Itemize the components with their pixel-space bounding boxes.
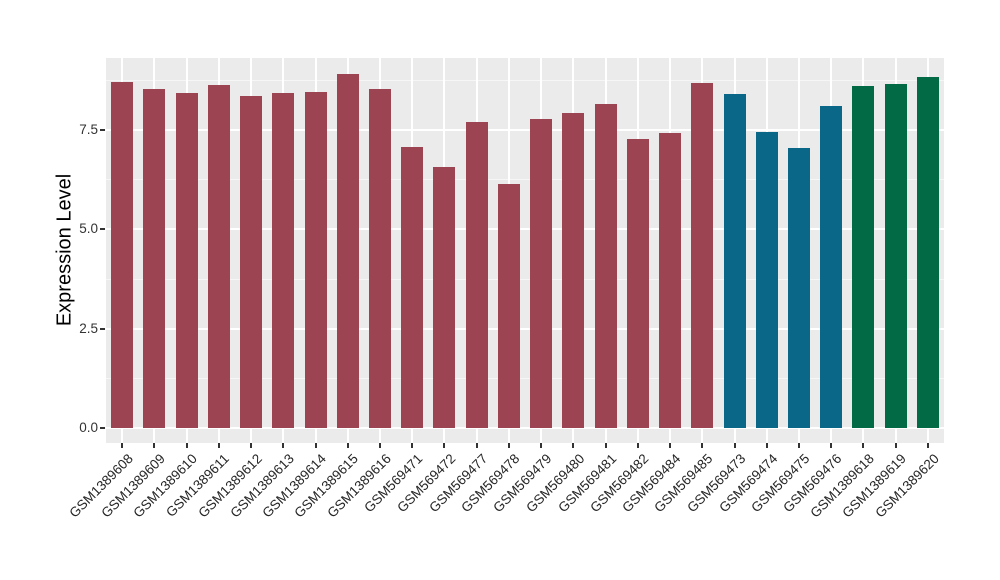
- gridline-major-horizontal: [106, 327, 944, 330]
- gridline-major-horizontal: [106, 128, 944, 131]
- x-tick-mark: [185, 443, 188, 448]
- x-tick-mark: [540, 443, 543, 448]
- x-tick-mark: [411, 443, 414, 448]
- bar: [755, 131, 778, 429]
- bar: [691, 83, 714, 429]
- bar: [626, 139, 649, 429]
- x-tick-mark: [153, 443, 156, 448]
- x-tick-mark: [282, 443, 285, 448]
- bar: [884, 84, 907, 429]
- gridline-major-horizontal: [106, 228, 944, 231]
- x-tick-mark: [926, 443, 929, 448]
- bar: [207, 85, 230, 429]
- x-tick-mark: [314, 443, 317, 448]
- bar: [787, 148, 810, 429]
- x-tick-mark: [346, 443, 349, 448]
- x-tick-mark: [701, 443, 704, 448]
- bar: [916, 77, 939, 429]
- bar: [336, 73, 359, 429]
- bar: [659, 132, 682, 429]
- bar: [594, 103, 617, 429]
- y-tick-mark: [100, 427, 105, 430]
- x-tick-mark: [733, 443, 736, 448]
- gridline-minor-horizontal: [106, 378, 944, 380]
- x-tick-mark: [669, 443, 672, 448]
- bar: [143, 88, 166, 429]
- bar: [111, 81, 134, 429]
- y-tick-label: 2.5: [79, 321, 98, 337]
- bar: [852, 85, 875, 429]
- x-tick-mark: [217, 443, 220, 448]
- bar: [820, 106, 843, 429]
- x-tick-mark: [121, 443, 124, 448]
- x-tick-mark: [765, 443, 768, 448]
- x-tick-mark: [378, 443, 381, 448]
- x-tick-mark: [443, 443, 446, 448]
- x-tick-mark: [797, 443, 800, 448]
- y-tick-label: 5.0: [79, 221, 98, 237]
- bar: [240, 95, 263, 429]
- bar: [562, 112, 585, 429]
- y-tick-mark: [100, 128, 105, 131]
- y-tick-label: 7.5: [79, 122, 98, 138]
- x-tick-mark: [830, 443, 833, 448]
- y-tick-label: 0.0: [79, 420, 98, 436]
- bar: [175, 93, 198, 429]
- bar: [723, 94, 746, 429]
- plot-panel: [106, 58, 944, 443]
- x-tick-mark: [507, 443, 510, 448]
- x-tick-mark: [862, 443, 865, 448]
- x-tick-mark: [572, 443, 575, 448]
- x-tick-mark: [250, 443, 253, 448]
- bar: [497, 184, 520, 429]
- bar: [530, 118, 553, 429]
- gridline-minor-horizontal: [106, 79, 944, 81]
- y-tick-mark: [100, 327, 105, 330]
- bar: [272, 93, 295, 429]
- gridline-major-horizontal: [106, 427, 944, 430]
- bar: [368, 89, 391, 429]
- x-tick-mark: [894, 443, 897, 448]
- y-axis-title: Expression Level: [53, 173, 76, 327]
- bar: [433, 166, 456, 429]
- gridline-minor-horizontal: [106, 278, 944, 280]
- x-tick-mark: [636, 443, 639, 448]
- y-tick-mark: [100, 228, 105, 231]
- bar: [465, 122, 488, 429]
- bar: [304, 92, 327, 429]
- bar: [401, 147, 424, 429]
- x-tick-mark: [604, 443, 607, 448]
- gridline-minor-horizontal: [106, 179, 944, 181]
- x-tick-mark: [475, 443, 478, 448]
